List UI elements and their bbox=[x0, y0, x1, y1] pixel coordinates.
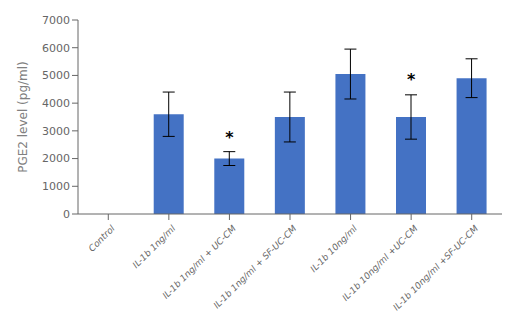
svg-text:0: 0 bbox=[63, 208, 70, 221]
svg-text:Control: Control bbox=[87, 223, 118, 254]
svg-text:IL-1b 1ng/ml + UC-CM: IL-1b 1ng/ml + UC-CM bbox=[160, 223, 238, 301]
svg-text:IL-1b 10ng/ml: IL-1b 10ng/ml bbox=[308, 223, 359, 274]
svg-text:1000: 1000 bbox=[42, 180, 70, 193]
svg-text:5000: 5000 bbox=[42, 69, 70, 82]
svg-text:IL-1b 10ng/ml +SF-UC-CM: IL-1b 10ng/ml +SF-UC-CM bbox=[391, 223, 480, 312]
svg-text:IL-1b 10ng/ml +UC-CM: IL-1b 10ng/ml +UC-CM bbox=[340, 223, 420, 303]
svg-text:*: * bbox=[225, 128, 234, 147]
svg-text:6000: 6000 bbox=[42, 42, 70, 55]
svg-text:*: * bbox=[407, 70, 416, 89]
svg-text:IL-1b 1ng/ml + SF-UC-CM: IL-1b 1ng/ml + SF-UC-CM bbox=[211, 223, 298, 310]
svg-text:7000: 7000 bbox=[42, 14, 70, 27]
svg-text:IL-1b 1ng/ml: IL-1b 1ng/ml bbox=[131, 223, 178, 270]
svg-text:4000: 4000 bbox=[42, 97, 70, 110]
svg-text:3000: 3000 bbox=[42, 125, 70, 138]
svg-text:2000: 2000 bbox=[42, 152, 70, 165]
svg-text:PGE2 level (pg/ml): PGE2 level (pg/ml) bbox=[16, 61, 30, 173]
